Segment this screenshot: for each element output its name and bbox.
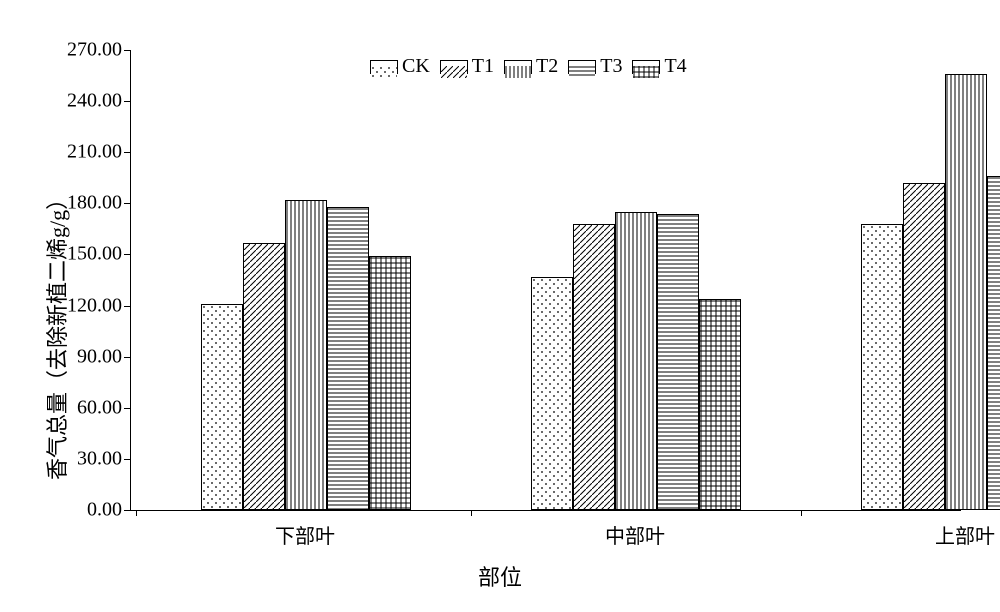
- legend-label: T3: [600, 55, 622, 78]
- y-tick-label: 90.00: [77, 345, 122, 368]
- y-tick-label: 240.00: [67, 90, 122, 113]
- legend-item-T1: T1: [440, 55, 494, 78]
- bar-T3-上部叶: [987, 176, 1000, 510]
- legend-item-T2: T2: [504, 55, 558, 78]
- y-tick-label: 120.00: [67, 294, 122, 317]
- bar-CK-上部叶: [861, 224, 903, 510]
- legend-label: T4: [664, 55, 686, 78]
- y-tick-label: 210.00: [67, 141, 122, 164]
- x-tick-label: 上部叶: [935, 520, 995, 549]
- y-tick-label: 180.00: [67, 192, 122, 215]
- x-tick-mark: [471, 510, 472, 516]
- y-tick-label: 150.00: [67, 243, 122, 266]
- legend-item-T3: T3: [568, 55, 622, 78]
- x-tick-mark: [801, 510, 802, 516]
- legend-swatch: [370, 60, 398, 74]
- legend-swatch: [568, 60, 596, 74]
- bar-T4-中部叶: [699, 299, 741, 510]
- bar-T1-上部叶: [903, 183, 945, 510]
- bar-T2-上部叶: [945, 74, 987, 510]
- x-tick-label: 下部叶: [275, 520, 335, 549]
- y-tick-label: 0.00: [87, 499, 122, 522]
- legend: CK T1 T2 T3 T4: [370, 55, 687, 78]
- legend-label: T1: [472, 55, 494, 78]
- y-ticks: 0.0030.0060.0090.00120.00150.00180.00210…: [0, 50, 130, 510]
- bar-T1-中部叶: [573, 224, 615, 510]
- x-tick-mark: [136, 510, 137, 516]
- bar-T2-中部叶: [615, 212, 657, 510]
- bar-T2-下部叶: [285, 200, 327, 510]
- bar-T4-下部叶: [369, 256, 411, 510]
- legend-item-T4: T4: [632, 55, 686, 78]
- y-tick-label: 30.00: [77, 447, 122, 470]
- legend-label: CK: [402, 55, 430, 78]
- chart-container: 香气总量（去除新植二烯g/g） 0.0030.0060.0090.00120.0…: [0, 0, 1000, 612]
- legend-item-CK: CK: [370, 55, 430, 78]
- legend-swatch: [504, 60, 532, 74]
- x-labels: 下部叶中部叶上部叶: [130, 520, 960, 550]
- bar-CK-下部叶: [201, 304, 243, 510]
- bar-T1-下部叶: [243, 243, 285, 510]
- legend-swatch: [632, 60, 660, 74]
- y-tick-label: 270.00: [67, 39, 122, 62]
- plot-area: [130, 50, 961, 511]
- x-axis-label: 部位: [478, 560, 522, 592]
- legend-swatch: [440, 60, 468, 74]
- bar-CK-中部叶: [531, 277, 573, 510]
- x-tick-label: 中部叶: [605, 520, 665, 549]
- legend-label: T2: [536, 55, 558, 78]
- bar-T3-中部叶: [657, 214, 699, 510]
- y-tick-label: 60.00: [77, 396, 122, 419]
- bar-T3-下部叶: [327, 207, 369, 510]
